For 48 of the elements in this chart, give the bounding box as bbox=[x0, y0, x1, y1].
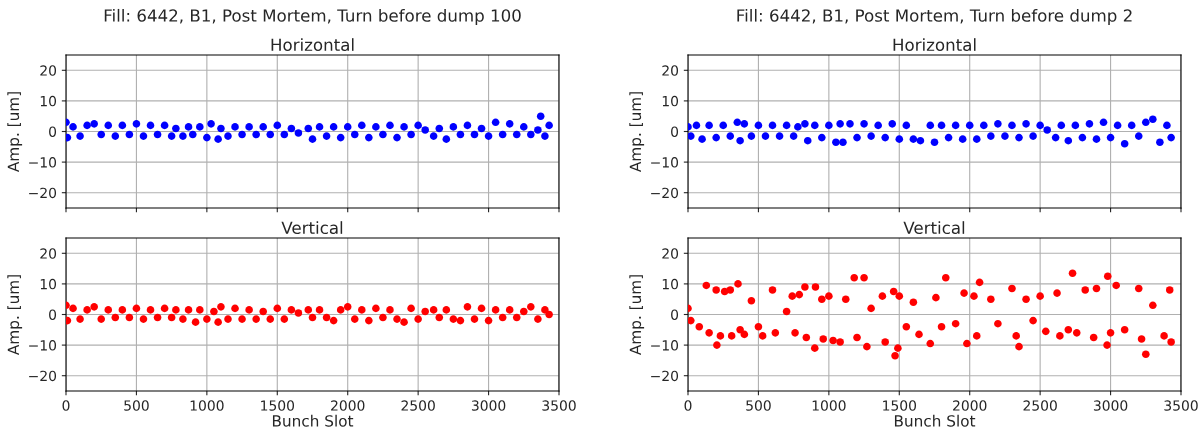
y-tick-label: 20 bbox=[40, 248, 57, 259]
y-tick-label: −20 bbox=[29, 187, 57, 199]
y-tick-label: 10 bbox=[662, 95, 679, 107]
y-tick-label: −20 bbox=[651, 370, 679, 382]
y-tick-label: 0 bbox=[671, 126, 679, 137]
y-tick-label: 20 bbox=[40, 65, 57, 76]
x-tick-label: 0 bbox=[684, 400, 692, 411]
y-tick-label: 20 bbox=[662, 65, 679, 76]
x-tick-label: 1500 bbox=[883, 400, 917, 411]
x-tick-label: 3500 bbox=[1164, 400, 1198, 411]
chart-title: Vertical bbox=[281, 221, 343, 235]
y-tick-label: 0 bbox=[49, 126, 57, 137]
y-axis-title: Amp. [um] bbox=[629, 92, 645, 172]
x-tick-label: 1000 bbox=[812, 400, 846, 411]
chart-title: Vertical bbox=[903, 221, 965, 235]
x-tick-label: 1500 bbox=[261, 400, 295, 411]
chart-subtitle: Horizontal bbox=[271, 38, 354, 52]
y-tick-label: −10 bbox=[29, 340, 57, 351]
x-tick-label: 500 bbox=[124, 400, 149, 411]
chart-title: Fill: 6442, B1, Post Mortem, Turn before dump 100 bbox=[104, 8, 521, 26]
y-tick-label: 10 bbox=[40, 278, 57, 290]
y-tick-label: 0 bbox=[49, 309, 57, 320]
y-axis-title: Amp. [um] bbox=[629, 275, 645, 355]
y-tick-label: −10 bbox=[651, 340, 679, 351]
y-tick-label: 0 bbox=[671, 309, 679, 320]
y-tick-label: 20 bbox=[662, 248, 679, 259]
x-tick-label: 2500 bbox=[401, 400, 435, 411]
y-tick-label: −20 bbox=[29, 370, 57, 382]
x-axis-title: Bunch Slot bbox=[894, 414, 976, 427]
y-tick-label: 10 bbox=[662, 278, 679, 290]
x-tick-label: 3500 bbox=[542, 400, 576, 411]
x-tick-label: 0 bbox=[62, 400, 70, 411]
y-axis-title: Amp. [um] bbox=[7, 275, 23, 355]
x-tick-label: 2000 bbox=[953, 400, 987, 411]
chart-title: Fill: 6442, B1, Post Mortem, Turn before dump 2 bbox=[737, 8, 1132, 26]
x-tick-label: 3000 bbox=[1093, 400, 1128, 411]
x-tick-label: 500 bbox=[746, 400, 771, 411]
x-axis-title: Bunch Slot bbox=[272, 414, 354, 427]
x-tick-label: 3000 bbox=[471, 400, 506, 411]
x-tick-label: 2500 bbox=[1023, 400, 1057, 411]
y-tick-label: −20 bbox=[651, 187, 679, 199]
y-tick-label: −10 bbox=[651, 157, 679, 168]
x-tick-label: 2000 bbox=[331, 400, 365, 411]
x-tick-label: 1000 bbox=[190, 400, 224, 411]
y-tick-label: 10 bbox=[40, 95, 57, 107]
y-tick-label: −10 bbox=[29, 157, 57, 168]
y-axis-title: Amp. [um] bbox=[7, 92, 23, 172]
chart-subtitle: Horizontal bbox=[893, 38, 976, 52]
